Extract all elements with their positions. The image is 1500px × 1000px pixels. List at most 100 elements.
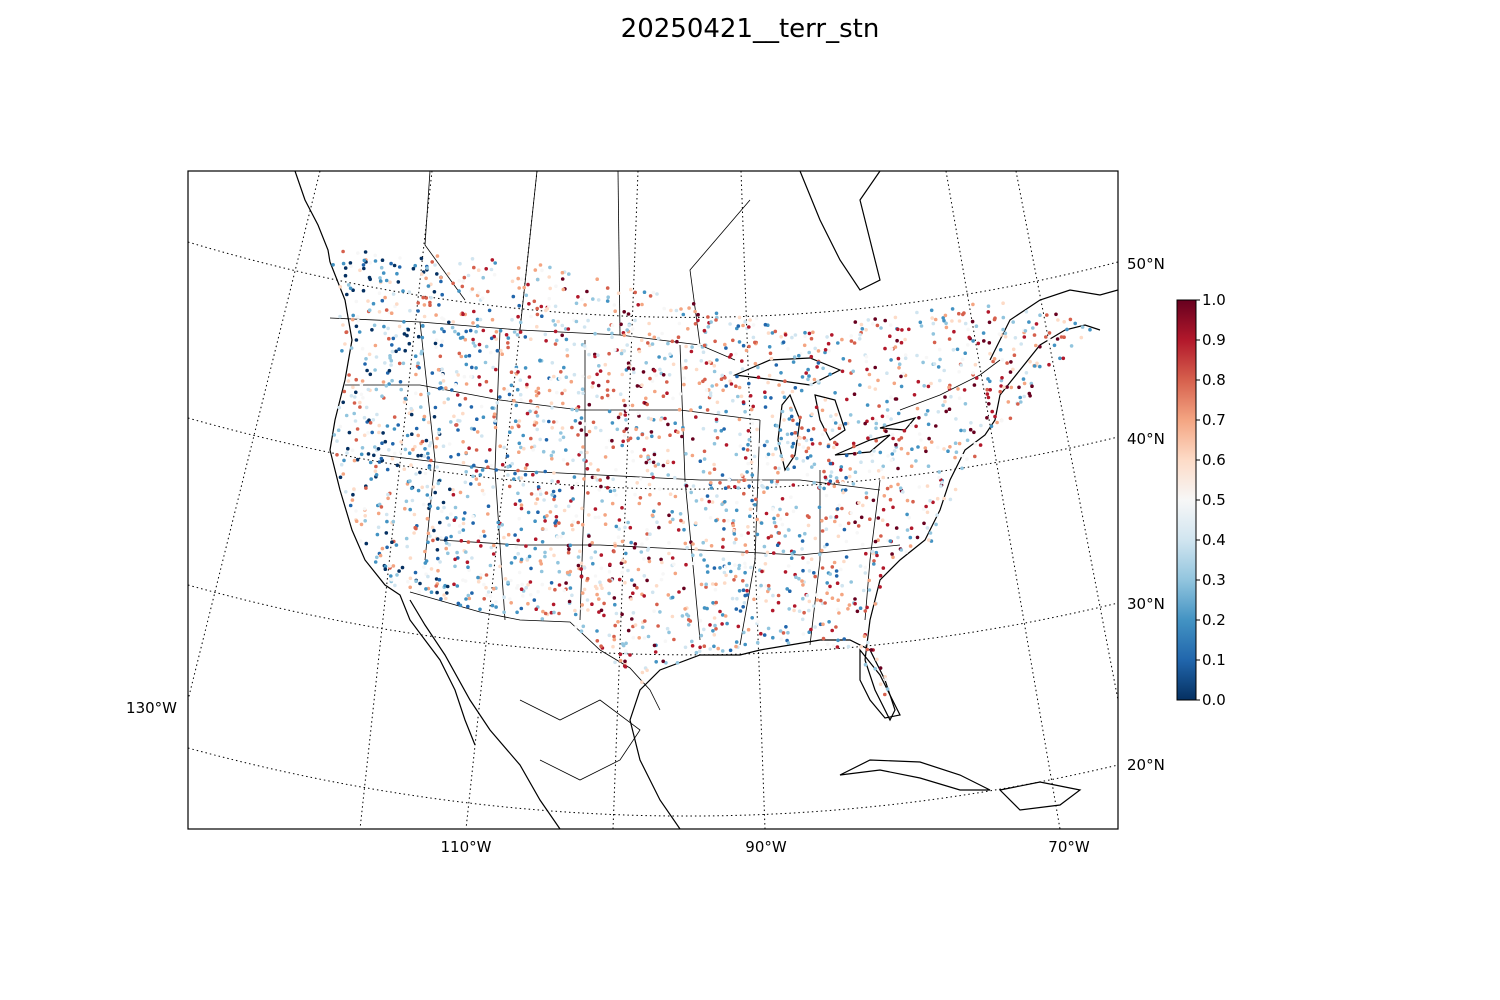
station-point (574, 301, 579, 306)
station-point (745, 448, 750, 452)
station-point (400, 565, 405, 570)
station-point (988, 388, 992, 392)
station-point (815, 598, 820, 602)
station-point (442, 593, 446, 597)
station-point (539, 562, 543, 566)
station-point (864, 359, 869, 364)
station-point (648, 294, 653, 298)
station-point (385, 467, 390, 472)
station-point (374, 355, 379, 359)
station-point (771, 635, 775, 640)
station-point (518, 330, 523, 334)
station-point (961, 312, 965, 317)
station-point (608, 489, 613, 494)
station-point (1080, 325, 1085, 329)
station-point (482, 534, 487, 538)
station-point (464, 550, 468, 554)
station-point (576, 563, 581, 568)
station-point (543, 332, 548, 337)
station-point (667, 541, 671, 545)
station-point (727, 561, 732, 566)
station-point (375, 555, 379, 560)
station-point (411, 266, 416, 271)
station-point (737, 417, 742, 422)
station-point (827, 458, 831, 463)
station-point (632, 545, 637, 550)
station-point (999, 418, 1004, 423)
station-point (474, 469, 479, 473)
station-point (684, 344, 688, 349)
station-point (922, 384, 926, 388)
station-point (732, 578, 736, 582)
station-point (467, 568, 471, 572)
station-point (642, 574, 647, 578)
station-point (540, 268, 544, 273)
station-point (607, 409, 612, 414)
station-point (730, 596, 735, 601)
station-point (709, 320, 713, 324)
station-point (508, 597, 512, 601)
station-point (837, 426, 842, 431)
station-point (416, 301, 421, 305)
station-point (447, 542, 452, 547)
station-point (836, 341, 840, 345)
station-point (926, 384, 931, 389)
station-point (636, 303, 640, 307)
station-point (750, 498, 754, 503)
station-point (628, 525, 633, 530)
hudson-bay-coast (799, 171, 881, 291)
station-point (568, 586, 573, 590)
station-point (988, 351, 992, 356)
station-point (472, 463, 476, 468)
station-point (790, 445, 795, 449)
station-point (856, 446, 861, 450)
station-point (872, 562, 876, 566)
station-point (917, 416, 921, 420)
station-point (650, 379, 655, 383)
station-point (870, 453, 874, 457)
lon-label-90w: 90°W (745, 838, 787, 856)
station-point (774, 363, 779, 367)
station-point (610, 438, 614, 443)
station-point (723, 565, 728, 569)
station-point (802, 343, 807, 348)
station-point (560, 391, 564, 396)
station-point (655, 602, 659, 607)
station-point (1054, 312, 1058, 317)
station-point (810, 465, 814, 469)
station-point (496, 520, 501, 525)
station-point (367, 352, 372, 357)
station-point (433, 341, 438, 346)
station-point (702, 558, 706, 562)
station-point (797, 534, 802, 538)
station-point (928, 498, 932, 503)
station-point (824, 493, 829, 498)
station-point (413, 263, 418, 268)
station-point (535, 306, 539, 311)
station-point (488, 563, 493, 568)
station-point (726, 485, 731, 489)
station-point (582, 477, 586, 481)
canada-provinces (424, 171, 466, 301)
station-point (742, 630, 746, 635)
station-point (1031, 326, 1035, 330)
station-point (743, 565, 748, 569)
station-point (734, 537, 738, 541)
station-point (720, 622, 724, 626)
station-point (840, 506, 844, 511)
station-point (540, 314, 544, 319)
station-point (899, 548, 904, 552)
station-point (835, 581, 840, 585)
station-point (644, 396, 648, 401)
station-point (539, 304, 544, 309)
station-point (690, 453, 695, 458)
station-point (373, 368, 377, 372)
station-point (1009, 385, 1014, 390)
station-point (696, 312, 700, 317)
station-point (377, 291, 382, 296)
station-point (712, 467, 717, 472)
station-point (950, 307, 955, 311)
station-point (894, 442, 898, 447)
station-point (368, 460, 373, 465)
station-point (428, 303, 432, 308)
